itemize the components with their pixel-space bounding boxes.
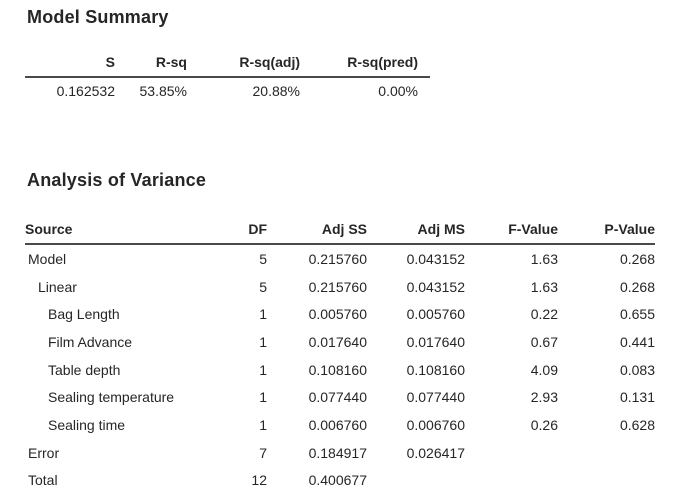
anova-adj_ms-cell: 0.026417 — [406, 444, 465, 461]
anova-f_value-cell — [465, 467, 558, 495]
anova-df-cell: 5 — [259, 278, 267, 295]
anova-adj_ms-cell: 0.077440 — [406, 389, 465, 406]
anova-f_value-cell: 0.22 — [530, 306, 558, 323]
anova-adj_ss-cell: 0.005760 — [308, 306, 367, 323]
anova-row: Error 7 0.184917 0.026417 — [25, 439, 655, 467]
anova-adj_ss-cell: 0.108160 — [308, 361, 367, 378]
anova-row: Sealing time 1 0.006760 0.006760 0.26 0.628 — [25, 411, 655, 439]
model-summary-title: Model Summary — [27, 7, 169, 27]
anova-p_value-cell: 0.268 — [619, 250, 655, 267]
ms-value-2: 20.88% — [252, 82, 300, 99]
ms-value-3: 0.00% — [378, 82, 418, 99]
anova-p_value-cell — [558, 439, 655, 467]
anova-source-cell: Film Advance — [48, 333, 133, 350]
ms-value-0: 0.162532 — [56, 82, 115, 99]
anova-row: Model 5 0.215760 0.043152 1.63 0.268 — [25, 244, 655, 273]
anova-adj_ms-cell: 0.043152 — [406, 250, 465, 267]
anova-row: Table depth 1 0.108160 0.108160 4.09 0.083 — [25, 356, 655, 384]
anova-source-cell: Table depth — [48, 361, 121, 378]
anova-row: Bag Length 1 0.005760 0.005760 0.22 0.655 — [25, 300, 655, 328]
anova-col-header-4: F-Value — [508, 221, 558, 237]
ms-col-header-2: R-sq(adj) — [239, 54, 300, 70]
anova-row: Linear 5 0.215760 0.043152 1.63 0.268 — [25, 273, 655, 301]
anova-p_value-cell: 0.083 — [619, 361, 655, 378]
anova-adj_ss-cell: 0.215760 — [308, 250, 367, 267]
anova-source-cell: Bag Length — [48, 306, 120, 323]
ms-col-header-3: R-sq(pred) — [347, 54, 418, 70]
ms-col-header-0: S — [105, 54, 115, 70]
anova-df-cell: 5 — [259, 250, 267, 267]
model-summary-table: S R-sq R-sq(adj) R-sq(pred) 0.162532 53.85% 2… — [25, 48, 430, 103]
anova-df-cell: 1 — [259, 416, 267, 433]
anova-col-header-0: Source — [25, 221, 73, 237]
anova-p_value-cell — [558, 467, 655, 495]
anova-p_value-cell: 0.655 — [619, 306, 655, 323]
anova-adj_ss-cell: 0.017640 — [308, 333, 367, 350]
anova-adj_ss-cell: 0.215760 — [308, 278, 367, 295]
anova-source-cell: Linear — [38, 278, 77, 295]
anova-df-cell: 1 — [259, 306, 267, 323]
anova-p_value-cell: 0.628 — [619, 416, 655, 433]
anova-p_value-cell: 0.131 — [619, 389, 655, 406]
anova-p_value-cell: 0.268 — [619, 278, 655, 295]
anova-f_value-cell: 4.09 — [530, 361, 558, 378]
anova-source-cell: Error — [28, 444, 60, 461]
anova-header-row: Source DF Adj SS Adj MS F-Value P-Value — [25, 215, 655, 244]
anova-df-cell: 1 — [259, 389, 267, 406]
anova-col-header-1: DF — [248, 221, 267, 237]
anova-df-cell: 1 — [259, 333, 267, 350]
anova-adj_ms-cell: 0.043152 — [406, 278, 465, 295]
anova-adj_ss-cell: 0.006760 — [308, 416, 367, 433]
anova-col-header-3: Adj MS — [417, 221, 465, 237]
anova-adj_ss-cell: 0.400677 — [308, 472, 367, 489]
anova-df-cell: 1 — [259, 361, 267, 378]
model-summary-header-row: S R-sq R-sq(adj) R-sq(pred) — [25, 48, 430, 77]
anova-adj_ms-cell: 0.006760 — [406, 416, 465, 433]
anova-adj_ms-cell: 0.005760 — [406, 306, 465, 323]
anova-source-cell: Total — [28, 472, 58, 489]
anova-source-cell: Sealing time — [48, 416, 126, 433]
anova-f_value-cell: 2.93 — [530, 389, 558, 406]
anova-adj_ms-cell: 0.108160 — [406, 361, 465, 378]
anova-col-header-2: Adj SS — [321, 221, 367, 237]
anova-df-cell: 12 — [251, 472, 267, 489]
anova-col-header-5: P-Value — [604, 221, 655, 237]
ms-col-header-1: R-sq — [155, 54, 187, 70]
anova-p_value-cell: 0.441 — [619, 333, 655, 350]
model-summary-value-row: 0.162532 53.85% 20.88% 0.00% — [25, 77, 430, 103]
anova-row: Film Advance 1 0.017640 0.017640 0.67 0.441 — [25, 328, 655, 356]
anova-df-cell: 7 — [259, 444, 267, 461]
anova-table: Source DF Adj SS Adj MS F-Value P-Value Model… — [25, 215, 655, 494]
anova-f_value-cell: 0.67 — [530, 333, 558, 350]
anova-f_value-cell: 0.26 — [530, 416, 558, 433]
anova-source-cell: Model — [28, 250, 67, 267]
anova-adj_ms-cell — [367, 467, 465, 495]
anova-f_value-cell: 1.63 — [530, 250, 558, 267]
anova-f_value-cell — [465, 439, 558, 467]
anova-row: Sealing temperature 1 0.077440 0.077440 2.93… — [25, 383, 655, 411]
anova-adj_ss-cell: 0.184917 — [308, 444, 367, 461]
anova-title: Analysis of Variance — [27, 170, 207, 190]
ms-value-1: 53.85% — [139, 82, 187, 99]
anova-f_value-cell: 1.63 — [530, 278, 558, 295]
anova-source-cell: Sealing temperature — [48, 389, 175, 406]
anova-row: Total 12 0.400677 — [25, 467, 655, 495]
anova-adj_ss-cell: 0.077440 — [308, 389, 367, 406]
anova-adj_ms-cell: 0.017640 — [406, 333, 465, 350]
